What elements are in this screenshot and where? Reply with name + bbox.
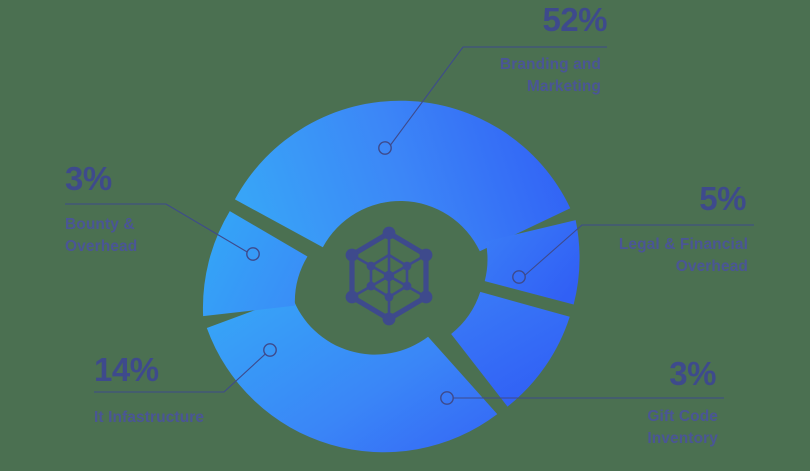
percent-gift-code-inventory: 3% bbox=[669, 355, 716, 392]
label-branding-and-marketing-line2: Marketing bbox=[527, 78, 601, 95]
segment-branding-and-marketing[interactable] bbox=[234, 100, 571, 252]
label-bounty-and-overhead-line2: Overhead bbox=[65, 238, 137, 255]
segment-gift-code-inventory[interactable] bbox=[451, 291, 570, 407]
callout-dot-legal-and-financial-overhead bbox=[512, 270, 526, 284]
segment-it-infastructure[interactable] bbox=[206, 296, 498, 453]
callout-leader-it-infastructure bbox=[94, 353, 266, 393]
label-legal-and-financial-overhead-line2: Overhead bbox=[676, 258, 748, 275]
percent-it-infastructure: 14% bbox=[94, 351, 159, 388]
hexagon-network-icon bbox=[345, 226, 433, 326]
callout-branding-and-marketing: 52% Branding and Marketing bbox=[378, 1, 608, 155]
callout-leader-branding-and-marketing bbox=[390, 46, 607, 146]
callout-leader-bounty-and-overhead bbox=[65, 203, 248, 253]
label-bounty-and-overhead-line1: Bounty & bbox=[65, 216, 135, 233]
percent-bounty-and-overhead: 3% bbox=[65, 160, 112, 197]
label-legal-and-financial-overhead-line1: Legal & Financial bbox=[619, 236, 748, 253]
callout-gift-code-inventory: 3% Gift Code Inventory bbox=[440, 355, 724, 447]
callout-dot-it-infastructure bbox=[263, 343, 277, 357]
label-gift-code-inventory-line1: Gift Code bbox=[647, 408, 718, 425]
label-gift-code-inventory-line2: Inventory bbox=[647, 430, 718, 447]
callout-it-infastructure: 14% It Infastructure bbox=[94, 343, 277, 426]
percent-branding-and-marketing: 52% bbox=[542, 1, 607, 38]
segment-bounty-and-overhead[interactable] bbox=[202, 211, 308, 317]
donut-segments bbox=[202, 100, 580, 453]
segment-legal-and-financial-overhead[interactable] bbox=[484, 220, 580, 305]
callout-dot-bounty-and-overhead bbox=[246, 247, 260, 261]
callout-bounty-and-overhead: 3% Bounty & Overhead bbox=[65, 160, 260, 261]
callout-dot-branding-and-marketing bbox=[378, 141, 392, 155]
label-branding-and-marketing-line1: Branding and bbox=[500, 56, 601, 73]
percent-legal-and-financial-overhead: 5% bbox=[699, 180, 746, 217]
callout-legal-and-financial-overhead: 5% Legal & Financial Overhead bbox=[512, 180, 754, 284]
label-it-infastructure-line1: It Infastructure bbox=[94, 409, 204, 426]
callout-dot-gift-code-inventory bbox=[440, 391, 454, 405]
callout-leader-legal-and-financial-overhead bbox=[524, 224, 754, 276]
